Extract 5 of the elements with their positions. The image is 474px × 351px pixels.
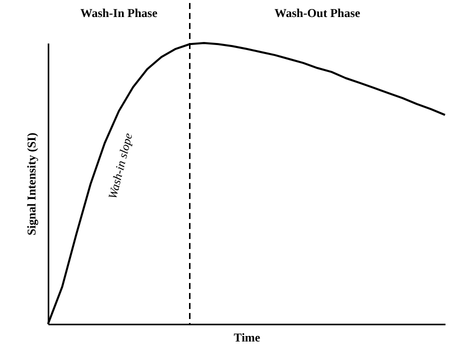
annotation: Wash-in slope <box>105 131 136 200</box>
text: Wash-Out Phase <box>274 6 361 20</box>
y-axis-title: Signal Intensity (SI) <box>24 132 38 236</box>
x-axis-title: Time <box>234 330 261 344</box>
text: Wash-In Phase <box>80 6 158 20</box>
